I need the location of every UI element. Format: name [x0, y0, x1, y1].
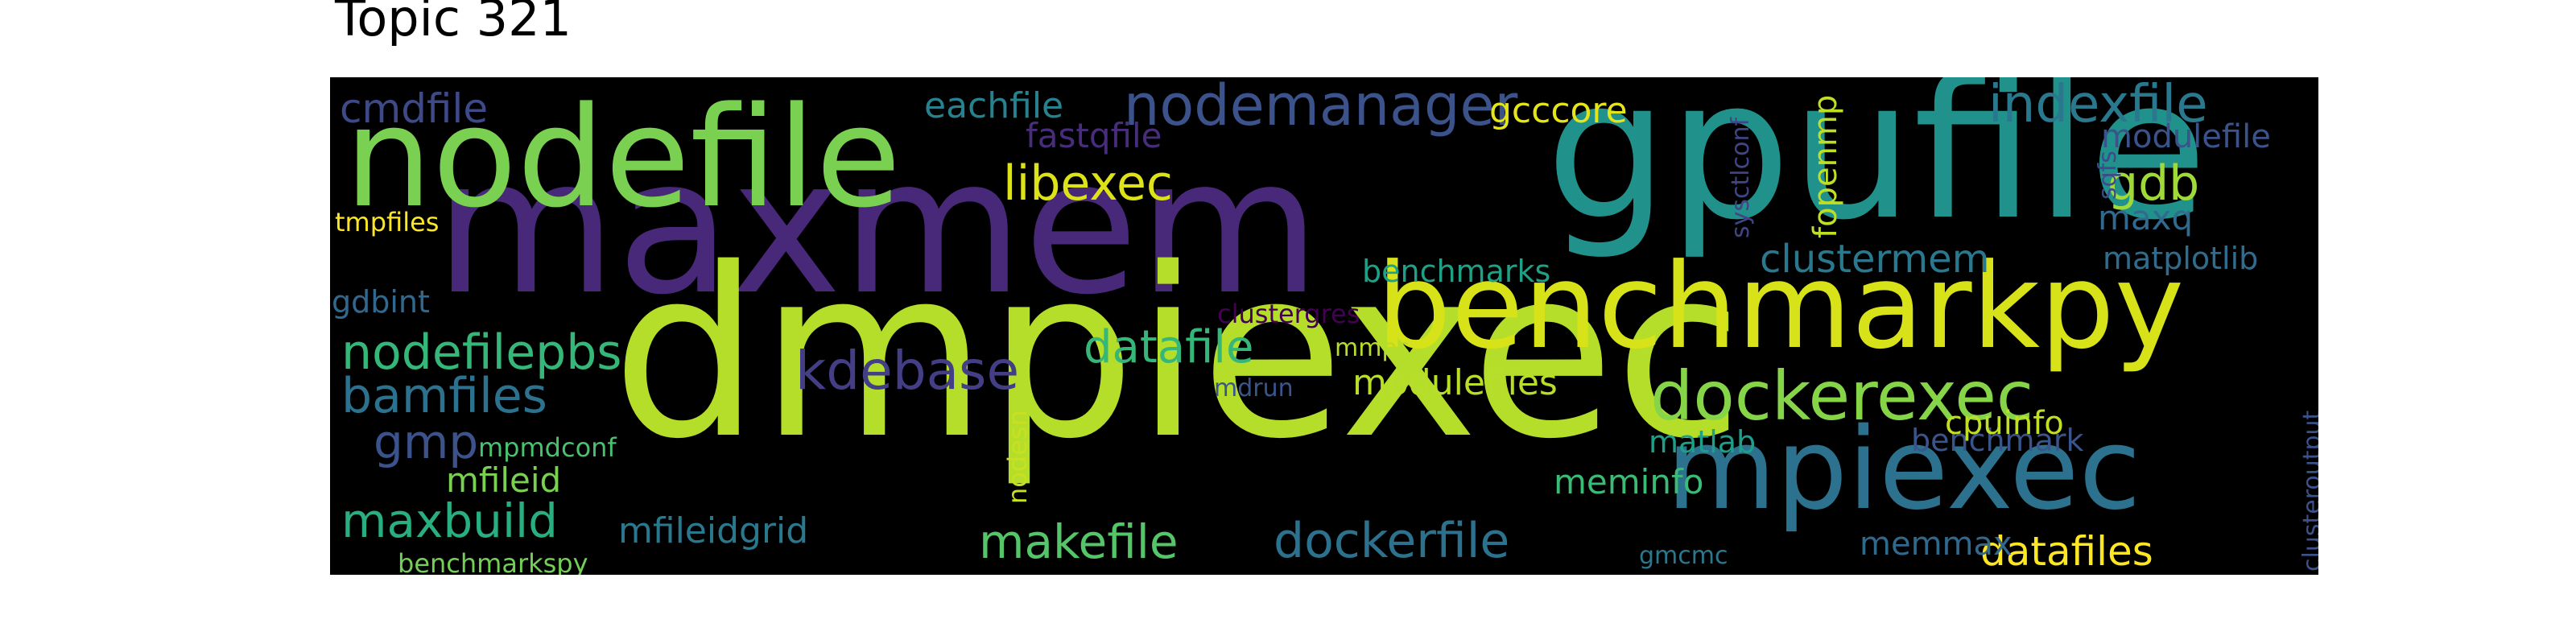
word-clustergres: clustergres — [1217, 299, 1360, 329]
word-cmdfile: cmdfile — [340, 85, 489, 132]
word-mfileidgrid: mfileidgrid — [618, 510, 809, 551]
word-gdbint: gdbint — [332, 284, 430, 320]
word-indexfile: indexfile — [1988, 77, 2208, 134]
word-benchmarks: benchmarks — [1362, 254, 1551, 289]
word-cpuinfo: cpuinfo — [1945, 405, 2064, 442]
word-sysctlconf: sysctlconf — [1727, 117, 1755, 238]
word-cloud: gpufile maxmem dmpiexec nodefile benchmarkpy… — [330, 77, 2318, 575]
word-gmp: gmp — [374, 415, 479, 469]
word-makefile: makefile — [979, 514, 1179, 569]
word-modulefile: modulefile — [2101, 118, 2271, 155]
word-datafile: datafile — [1084, 321, 1254, 374]
chart-title: Topic 321 — [335, 0, 572, 47]
word-mpiexec: mpiexec — [1666, 404, 2141, 535]
word-clusteroutput: clusteroutput — [2298, 410, 2318, 572]
word-tmpfiles: tmpfiles — [335, 207, 440, 237]
word-benchmarkspy: benchmarkspy — [398, 548, 588, 575]
word-mmps: mmps — [1335, 334, 1410, 362]
word-bamfiles: bamfiles — [341, 368, 547, 424]
word-matlab: matlab — [1649, 424, 1757, 460]
word-modulefiles: modulefiles — [1352, 362, 1558, 403]
word-nodefilepbs: nodefilepbs — [341, 324, 622, 381]
word-mfileid: mfileid — [446, 460, 562, 500]
word-libexec: libexec — [1003, 155, 1173, 212]
word-datafiles: datafiles — [1980, 528, 2153, 575]
word-sqfs: sqfs — [2094, 151, 2122, 200]
word-meminfo: meminfo — [1554, 462, 1704, 502]
word-dockerexec: dockerexec — [1650, 357, 2034, 436]
word-maxq: maxq — [2098, 198, 2194, 237]
word-matplotlib: matplotlib — [2103, 241, 2259, 276]
word-fastqfile: fastqfile — [1026, 116, 1162, 155]
word-benchmarkpy: benchmarkpy — [1377, 238, 2185, 375]
word-memmax: memmax — [1860, 526, 2013, 563]
word-gpufile: gpufile — [1546, 77, 2208, 262]
word-gdb: gdb — [2107, 155, 2200, 212]
word-gcccore: gcccore — [1489, 90, 1628, 131]
word-nodemanager: nodemanager — [1124, 77, 1518, 138]
word-eachfile: eachfile — [924, 85, 1064, 126]
word-clustermem: clustermem — [1760, 237, 1990, 282]
word-dmpiexec: dmpiexec — [612, 219, 1744, 490]
word-maxmem: maxmem — [435, 118, 1321, 336]
word-nodefile: nodefile — [345, 77, 902, 238]
word-mpmdconf: mpmdconf — [478, 432, 617, 463]
word-benchmark: benchmark — [1911, 423, 2084, 458]
word-fopenmp: fopenmp — [1807, 94, 1844, 238]
word-mdrun: mdrun — [1214, 374, 1294, 402]
word-gmcmc: gmcmc — [1639, 542, 1728, 570]
word-dockerfile: dockerfile — [1274, 513, 1510, 569]
word-nodesn: nodesn — [1002, 410, 1033, 504]
word-maxbuild: maxbuild — [341, 493, 558, 548]
word-kdebase: kdebase — [795, 340, 1020, 402]
